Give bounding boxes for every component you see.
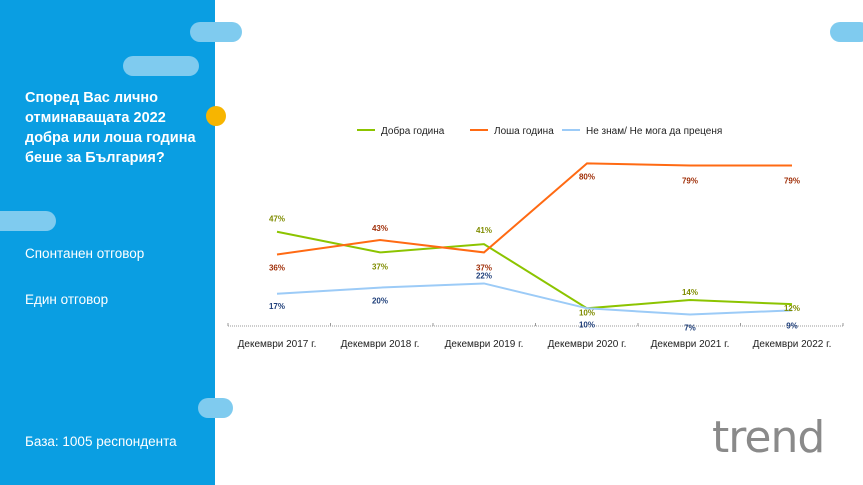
data-label: 14% (682, 288, 698, 297)
data-label: 37% (372, 262, 388, 271)
decor-pill (830, 22, 863, 42)
data-label: 37% (476, 263, 492, 272)
note-single: Един отговор (25, 292, 109, 307)
data-label: 36% (269, 263, 285, 272)
decor-pill (0, 211, 56, 231)
trend-logo: trend (712, 412, 825, 463)
data-label: 47% (269, 215, 285, 224)
data-label: 41% (476, 226, 492, 235)
decor-dot (206, 106, 226, 126)
data-label: 17% (269, 302, 285, 311)
decor-pill (198, 398, 233, 418)
note-spontaneous: Спонтанен отговор (25, 246, 145, 261)
data-label: 43% (372, 224, 388, 233)
legend: Добра година Лоша година Не знам/ Не мога … (357, 125, 722, 137)
x-tick-label: Декември 2019 г. (445, 339, 524, 350)
data-label: 20% (372, 297, 388, 306)
decor-pill (190, 22, 242, 42)
sidebar (0, 0, 215, 485)
decor-pill (123, 56, 199, 76)
series-line (276, 230, 793, 310)
question-title: Според Вас лично отминаващата 2022 добра… (25, 90, 196, 166)
data-label: 10% (579, 308, 595, 317)
legend-label: Не знам/ Не мога да преценя (586, 126, 722, 137)
x-tick-label: Декември 2021 г. (651, 339, 730, 350)
legend-label: Добра година (381, 125, 445, 137)
legend-label: Лоша година (494, 126, 554, 137)
data-label: 7% (684, 324, 696, 333)
data-label: 79% (682, 176, 698, 185)
x-tick-label: Декември 2020 г. (548, 339, 627, 350)
series-line (276, 162, 792, 256)
x-axis: Декември 2017 г. Декември 2018 г. Декември… (227, 323, 844, 350)
x-tick-label: Декември 2017 г. (238, 339, 317, 350)
x-tick-label: Декември 2018 г. (341, 339, 420, 350)
data-label: 10% (579, 320, 595, 329)
base-note: База: 1005 респондента (25, 434, 177, 449)
data-label: 79% (784, 176, 800, 185)
x-tick-label: Декември 2022 г. (753, 339, 832, 350)
series-line (276, 282, 793, 316)
data-label: 80% (579, 172, 595, 181)
data-label: 22% (476, 271, 492, 280)
data-label: 9% (786, 321, 798, 330)
data-label: 12% (784, 304, 800, 313)
